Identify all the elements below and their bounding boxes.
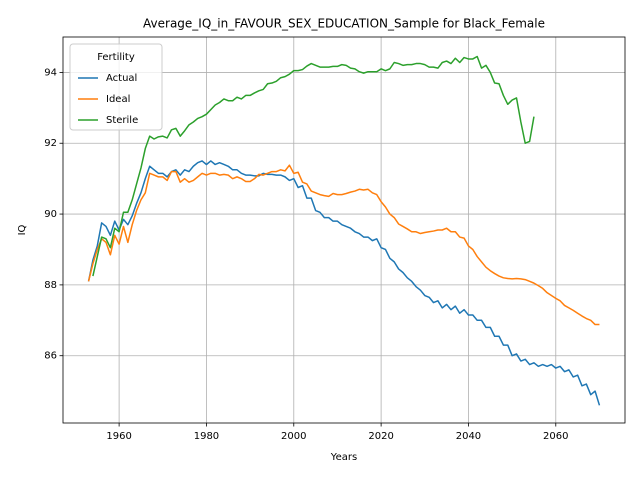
x-tick-label: 1980 [194, 431, 219, 442]
legend-label: Actual [106, 73, 137, 84]
x-tick-label: 2060 [543, 431, 568, 442]
y-tick-label: 92 [44, 138, 57, 149]
y-axis-label: IQ [17, 224, 28, 235]
y-tick-label: 86 [44, 351, 57, 362]
plot-frame [62, 36, 626, 424]
x-tick-label: 2000 [281, 431, 306, 442]
y-tick-label: 90 [44, 209, 57, 220]
x-tick-label: 2020 [368, 431, 393, 442]
legend-label: Ideal [106, 94, 130, 105]
x-tick-label: 2040 [456, 431, 481, 442]
legend-box [69, 43, 163, 131]
y-tick-label: 94 [44, 67, 57, 78]
legend: Fertility Actual Ideal Sterile [69, 43, 163, 131]
legend-label: Sterile [106, 115, 138, 126]
line [87, 164, 600, 326]
x-tick-label: 1960 [106, 431, 131, 442]
x-axis-label: Years [330, 452, 357, 463]
line [87, 160, 601, 406]
y-tick-label: 88 [44, 280, 57, 291]
chart-title: Average_IQ_in_FAVOUR_SEX_EDUCATION_Sampl… [143, 17, 545, 31]
line [92, 55, 535, 277]
legend-title: Fertility [97, 52, 135, 63]
